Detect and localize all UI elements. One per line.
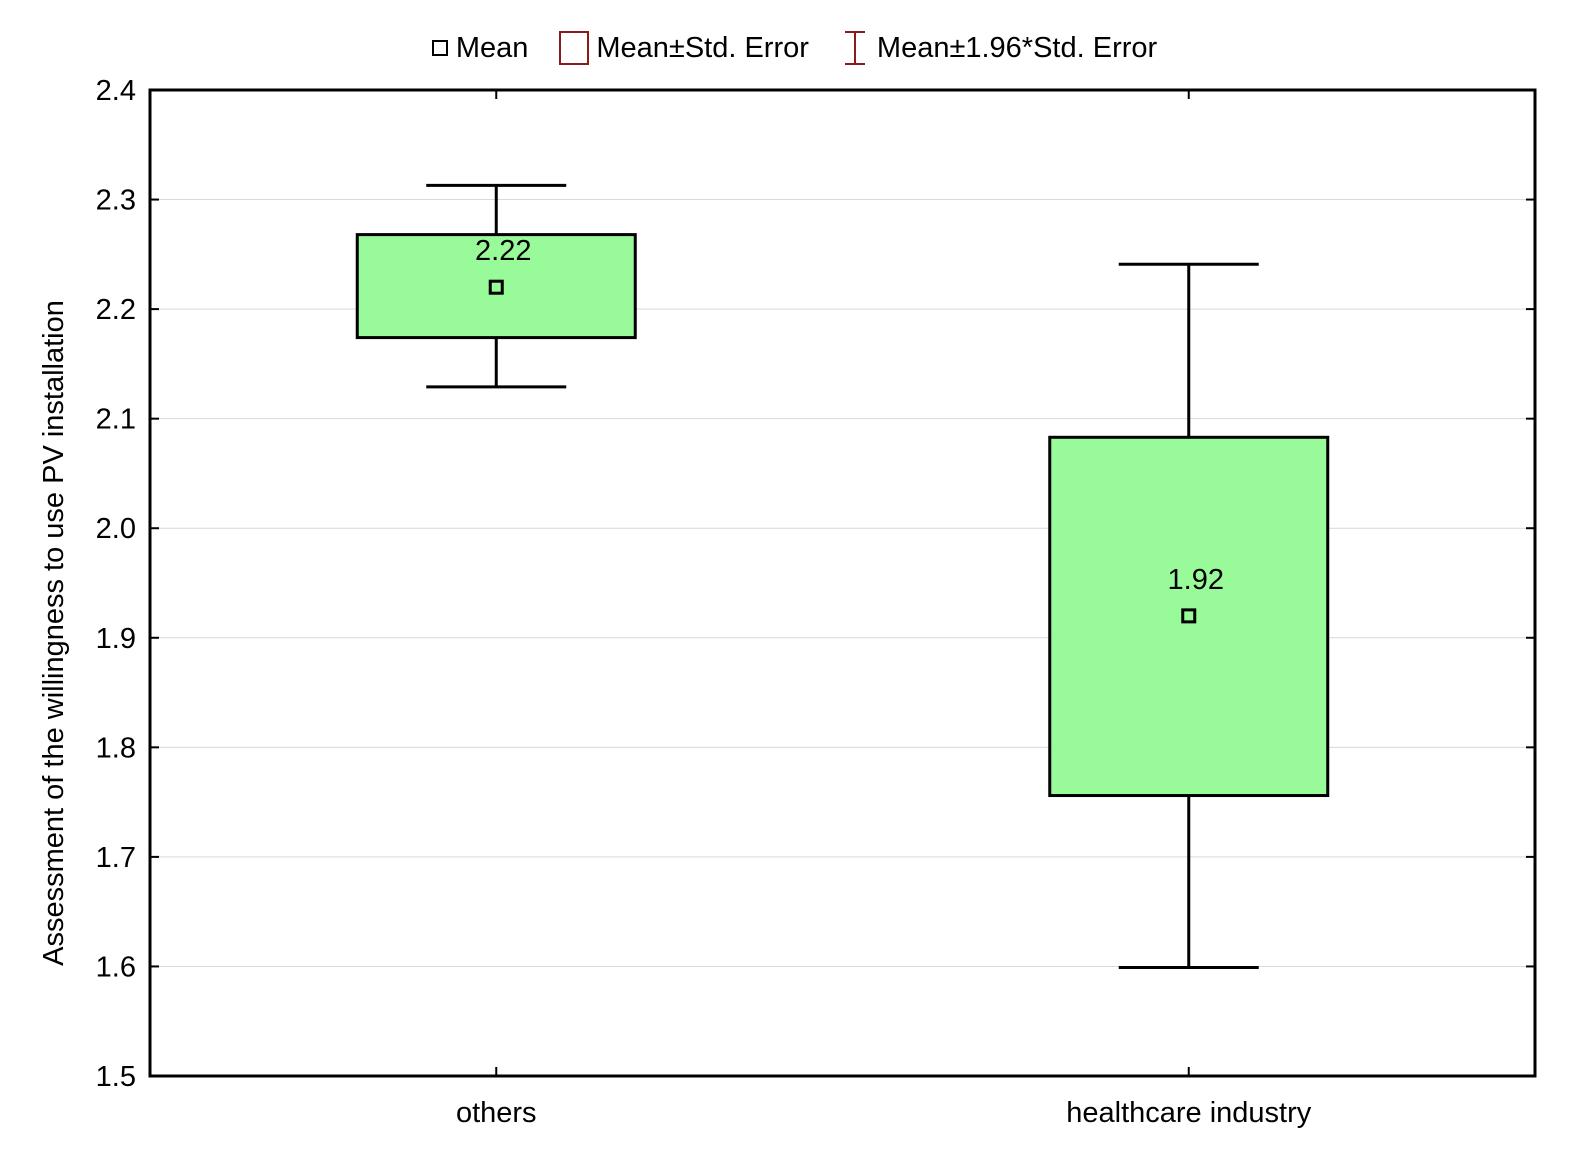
- y-tick-label: 2.1: [96, 404, 136, 436]
- mean-marker: [1181, 608, 1197, 624]
- x-tick-labels: others healthcare industry: [456, 1097, 1312, 1129]
- y-tick-label: 2.3: [96, 185, 136, 217]
- x-tick-label: healthcare industry: [1066, 1097, 1312, 1129]
- legend-item-ci: Mean±1.96*Std. Error: [839, 29, 1157, 67]
- box-group-0: 2.22: [355, 183, 637, 389]
- y-tick-label: 1.6: [96, 951, 136, 983]
- x-tick-label: others: [456, 1097, 537, 1129]
- mean-marker: [488, 279, 504, 295]
- plot-frame: [148, 88, 1537, 1078]
- legend-item-se: Mean±Std. Error: [558, 29, 809, 67]
- y-tick-labels: 1.5 1.6 1.7 1.8 1.9 2.0 2.1 2.2 2.3 2.4: [96, 75, 136, 1093]
- legend-se-label: Mean±Std. Error: [596, 31, 809, 64]
- legend-ci-label: Mean±1.96*Std. Error: [876, 31, 1158, 64]
- legend: Mean Mean±Std. Error Mean±1.96*Std. Erro…: [0, 26, 1587, 70]
- y-tick-label: 1.7: [96, 842, 136, 874]
- axis-ticks: [150, 89, 1535, 1077]
- y-tick-label: 2.0: [96, 513, 136, 545]
- legend-item-mean: Mean: [430, 31, 529, 65]
- y-tick-label: 1.9: [96, 623, 136, 655]
- y-tick-label: 1.5: [96, 1061, 136, 1093]
- box-group-1: 1.92: [1048, 262, 1330, 970]
- y-tick-label: 2.4: [96, 75, 136, 107]
- y-tick-label: 2.2: [96, 294, 136, 326]
- plot-series: 2.22 1.92: [355, 183, 1330, 970]
- mean-marker-icon: [431, 40, 448, 56]
- whisker-symbol-icon: [844, 31, 865, 65]
- y-tick-label: 1.8: [96, 732, 136, 764]
- legend-mean-label: Mean: [455, 31, 529, 64]
- std-error-box: [355, 233, 637, 340]
- mean-data-label: 1.92: [1168, 564, 1224, 596]
- y-axis-title: Assessment of the willingness to use PV …: [38, 300, 70, 966]
- std-error-box: [1048, 435, 1330, 798]
- box-symbol-icon: [559, 31, 590, 65]
- mean-data-label: 2.22: [475, 235, 531, 267]
